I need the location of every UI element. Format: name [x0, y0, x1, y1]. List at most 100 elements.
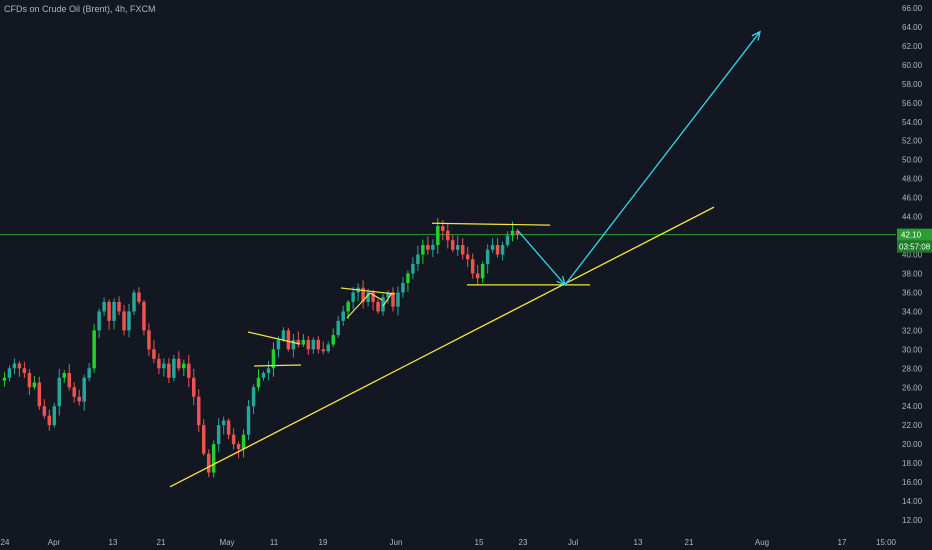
candle-body — [72, 387, 76, 397]
candle-body — [411, 264, 415, 274]
candle-body — [326, 344, 330, 352]
price-tick-label: 16.00 — [902, 478, 923, 487]
candle-body — [206, 453, 211, 473]
pattern-line[interactable] — [369, 292, 383, 301]
candle-body — [465, 254, 470, 260]
candle-body — [406, 273, 410, 283]
price-tick-label: 38.00 — [902, 269, 923, 278]
candle-body — [216, 425, 221, 445]
time-tick-label: 21 — [157, 538, 166, 547]
down-arrow[interactable] — [517, 230, 566, 286]
candle-body — [296, 339, 301, 345]
time-tick-label: Jun — [390, 538, 403, 547]
price-tick-label: 64.00 — [902, 23, 923, 32]
candle-body — [441, 226, 445, 231]
candle-body — [281, 330, 286, 340]
candle-body — [27, 373, 32, 388]
candle-body — [311, 339, 316, 350]
candle-body — [475, 273, 480, 279]
price-tick-label: 26.00 — [902, 383, 923, 392]
candle-body — [500, 245, 505, 255]
resistance-line[interactable] — [431, 222, 551, 226]
candle-body — [172, 358, 176, 378]
candle-body — [7, 368, 12, 378]
candle-body — [42, 406, 47, 416]
candle-body — [455, 245, 460, 250]
time-tick-label: 13 — [109, 538, 118, 547]
price-tick-label: 34.00 — [902, 307, 923, 316]
price-tick-label: 48.00 — [902, 175, 923, 184]
trendline[interactable] — [169, 206, 715, 488]
time-tick-label: 15 — [475, 538, 484, 547]
candle-body — [431, 245, 435, 250]
candle-body — [201, 425, 206, 454]
candle-body — [221, 420, 226, 426]
candle-body — [177, 358, 181, 369]
time-axis[interactable]: 24 Apr 13 21 May 11 19 Jun 15 23 Jul 13 21 Aug 17 15:00 — [1, 538, 897, 547]
pattern-line[interactable] — [247, 331, 301, 345]
candle-body — [117, 301, 121, 312]
price-tick-label: 30.00 — [902, 345, 923, 354]
candle-body — [57, 377, 62, 407]
candle-body — [241, 434, 246, 449]
pattern-line[interactable] — [340, 287, 396, 295]
pattern-line[interactable] — [382, 292, 393, 307]
candle-body — [47, 415, 52, 426]
time-tick-label: 21 — [685, 538, 694, 547]
candle-body — [211, 444, 216, 473]
candle-body — [52, 406, 57, 426]
candle-body — [490, 245, 495, 250]
candle-body — [321, 349, 326, 352]
candle-body — [2, 377, 7, 381]
price-tick-label: 18.00 — [902, 459, 923, 468]
candle-body — [346, 301, 350, 312]
candle-body — [17, 363, 22, 369]
price-tick-label: 22.00 — [902, 421, 923, 430]
candle-body — [301, 339, 306, 345]
time-tick-label: Apr — [48, 538, 61, 547]
candle-body — [361, 287, 365, 302]
price-tick-label: 14.00 — [902, 497, 923, 506]
price-tick-label: 28.00 — [902, 364, 923, 373]
price-tick-label: 58.00 — [902, 80, 923, 89]
candle-body — [266, 368, 271, 374]
candle-body — [97, 311, 101, 331]
candle-body — [37, 382, 42, 407]
candle-body — [371, 292, 375, 302]
candle-body — [460, 245, 465, 255]
price-tick-label: 46.00 — [902, 194, 923, 203]
time-tick-label: 15:00 — [876, 538, 897, 547]
candle-body — [291, 339, 296, 350]
candle-body — [236, 444, 241, 449]
candle-body — [510, 230, 515, 236]
candle-body — [351, 292, 355, 302]
candle-body — [451, 240, 455, 250]
candle-body — [132, 292, 136, 312]
price-tick-label: 60.00 — [902, 61, 923, 70]
candle-body — [436, 226, 440, 246]
price-tick-label: 20.00 — [902, 440, 923, 449]
candle-body — [386, 292, 390, 298]
up-arrow[interactable] — [564, 31, 761, 286]
candle-body — [12, 363, 17, 369]
pattern-line[interactable] — [346, 292, 371, 319]
candle-body — [336, 320, 340, 336]
price-tick-label: 54.00 — [902, 118, 923, 127]
candle-body — [376, 301, 380, 312]
candle-body — [67, 373, 71, 388]
candle-body — [107, 301, 111, 321]
time-tick-label: Aug — [755, 538, 769, 547]
candle-body — [401, 282, 405, 293]
drawings[interactable] — [169, 30, 761, 488]
candle-body — [246, 406, 251, 435]
candle-body — [92, 330, 96, 369]
candle-body — [192, 377, 196, 397]
candle-body — [381, 297, 385, 312]
candle-body — [271, 349, 276, 369]
pattern-line[interactable] — [253, 364, 302, 367]
candle-body — [416, 254, 420, 264]
price-tick-label: 56.00 — [902, 99, 923, 108]
price-axis[interactable]: 66.00 64.00 62.00 60.00 58.00 56.00 54.00 52.00… — [902, 4, 923, 525]
